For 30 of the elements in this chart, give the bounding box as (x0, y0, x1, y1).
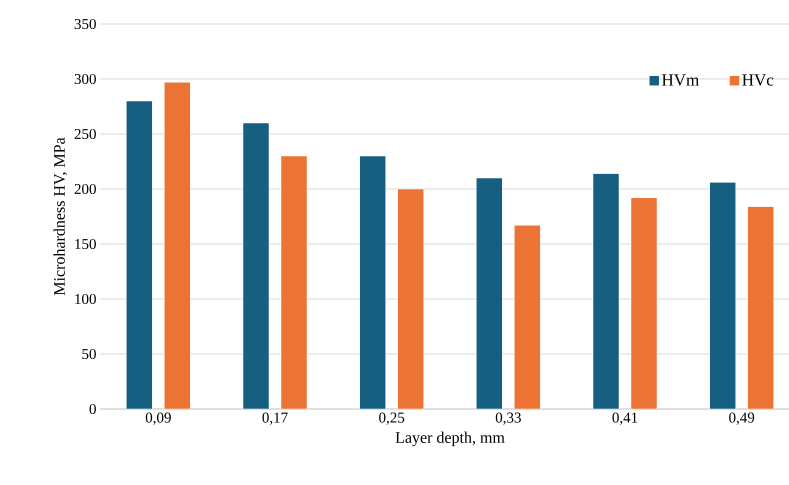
x-axis-title: Layer depth, mm (396, 432, 505, 446)
x-tick-label: 0,17 (262, 412, 288, 425)
x-tick-label: 0,41 (612, 412, 638, 425)
bar (476, 178, 503, 409)
y-tick-label: 50 (82, 348, 96, 360)
y-tick-label: 200 (74, 184, 96, 194)
legend-label: HVm (662, 74, 699, 86)
y-axis-title: Microhardness HV, MPa (54, 138, 68, 296)
x-tick-label: 0,33 (496, 412, 521, 425)
bar (747, 206, 774, 409)
bar (242, 122, 270, 409)
y-tick-label: 0 (90, 404, 96, 414)
x-tick-label: 0,09 (146, 412, 171, 425)
x-tick-label: 0,49 (729, 412, 754, 425)
bar (397, 188, 424, 409)
bar (630, 198, 658, 409)
x-tick-label: 0,25 (379, 412, 404, 425)
bar (164, 82, 191, 409)
bar (359, 156, 386, 409)
y-tick-label: 100 (75, 294, 96, 304)
bar (126, 100, 153, 409)
bar (592, 173, 620, 409)
bar (280, 156, 308, 409)
y-tick-label: 150 (75, 238, 96, 250)
legend-label: HVc (742, 74, 774, 86)
y-tick-label: 350 (74, 18, 96, 30)
bar (514, 225, 541, 409)
y-tick-label: 300 (74, 74, 96, 84)
y-tick-label: 250 (74, 128, 96, 140)
bar (709, 182, 736, 409)
